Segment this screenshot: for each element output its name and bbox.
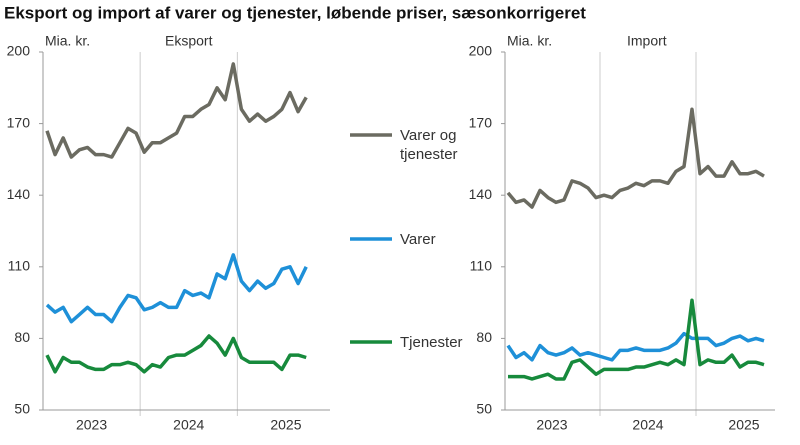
subtitle: Eksport: [165, 33, 213, 49]
legend-label: Tjenester: [400, 334, 463, 351]
x-tick-label: 2025: [270, 417, 301, 433]
series-line: [45, 253, 308, 324]
legend-label: Varer og tjenester: [400, 127, 458, 163]
y-tick-label: 140: [7, 186, 31, 202]
y-tick-label: 140: [469, 186, 493, 202]
y-tick-label: 200: [7, 43, 31, 59]
x-tick-label: 2023: [536, 417, 567, 433]
series-line: [506, 331, 765, 362]
y-tick-label: 50: [14, 401, 30, 417]
y-tick-label: 80: [476, 329, 492, 345]
y-tick-label: 50: [476, 401, 492, 417]
y-tick-label: 80: [14, 329, 30, 345]
series-line: [508, 298, 765, 381]
y-axis-label: Mia. kr.: [45, 33, 90, 49]
x-tick-label: 2024: [632, 417, 663, 433]
x-tick-label: 2025: [728, 417, 759, 433]
x-tick-label: 2023: [76, 417, 107, 433]
y-axis-label: Mia. kr.: [507, 33, 552, 49]
series-line: [45, 62, 308, 159]
x-tick-label: 2024: [173, 417, 204, 433]
y-tick-label: 170: [7, 114, 31, 130]
series-line: [506, 107, 765, 209]
y-tick-label: 170: [469, 114, 493, 130]
subtitle: Import: [627, 33, 667, 49]
title: Eksport og import af varer og tjenester,…: [4, 3, 586, 22]
y-tick-label: 110: [8, 258, 31, 274]
legend-label: Varer: [400, 231, 436, 248]
y-tick-label: 200: [469, 43, 493, 59]
series-line: [45, 334, 307, 374]
y-tick-label: 110: [470, 258, 493, 274]
